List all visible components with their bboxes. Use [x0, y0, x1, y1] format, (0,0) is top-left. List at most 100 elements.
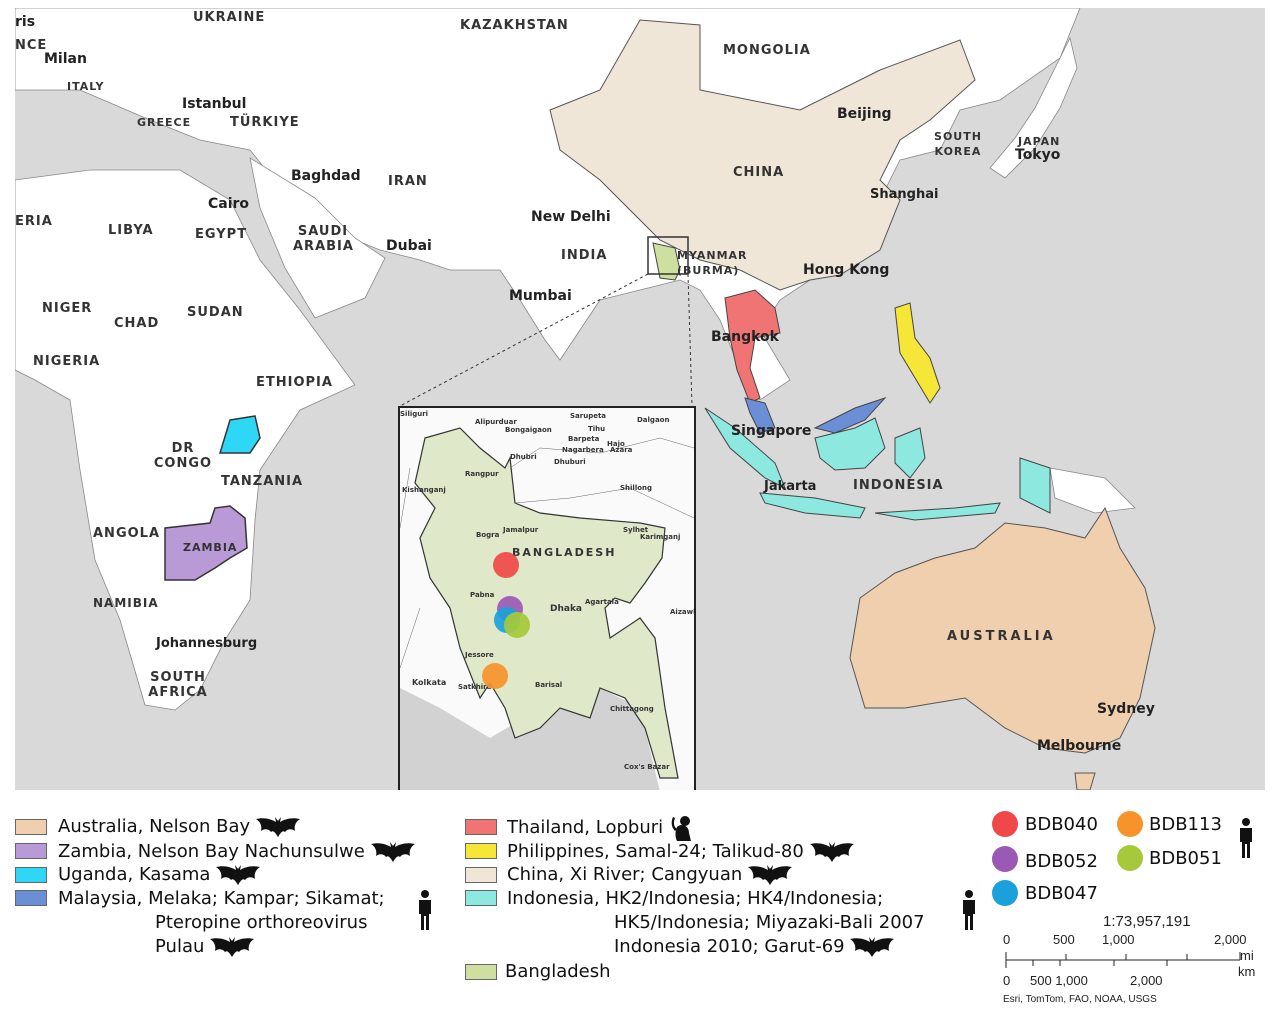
inset-place: Sarupeta: [570, 412, 607, 420]
land-japan: [989, 36, 1078, 179]
inset-place: Aizawl: [670, 608, 696, 616]
scale-tick-mi: 500: [1053, 932, 1075, 947]
region-bangladesh: [652, 242, 681, 281]
legend-label: Malaysia, Melaka; Kampar; Sikamat;: [58, 888, 385, 909]
label-country: ERIA: [15, 214, 53, 229]
inset-place: Dhubri: [510, 453, 537, 461]
land-africa: [15, 169, 356, 711]
sample-point-bdb051[interactable]: [504, 612, 530, 638]
legend-swatch-bangladesh: [465, 964, 497, 980]
label-city: Istanbul: [182, 96, 247, 112]
monkey-icon: [669, 815, 693, 841]
legend-item-cont: Pulau: [155, 935, 254, 959]
region-philippines: [894, 302, 941, 404]
inset-place: Nagarbera: [562, 446, 604, 454]
inset-place: Barisal: [535, 681, 563, 689]
inset-basemap: [400, 427, 694, 790]
legend-item: Uganda, Kasama: [58, 863, 260, 887]
legend-item: Australia, Nelson Bay: [58, 815, 300, 839]
legend-item: China, Xi River; Cangyuan: [507, 863, 792, 887]
legend-dot-bdb052: [992, 846, 1018, 872]
sample-point-bdb040[interactable]: [493, 552, 519, 578]
inset-place: Chittagong: [610, 705, 654, 713]
label-country: MYANMAR (BURMA): [677, 249, 748, 277]
legend-label: Indonesia 2010; Garut-69: [614, 936, 845, 957]
bat-icon: [850, 935, 894, 959]
label-city: Tokyo: [1015, 147, 1061, 163]
inset-place: Karimganj: [640, 533, 681, 541]
legend-item: Philippines, Samal-24; Talikud-80: [507, 840, 854, 864]
inset-place: Dhuburi: [554, 458, 586, 466]
label-country: ZAMBIA: [183, 541, 238, 554]
label-country: SUDAN: [187, 305, 244, 320]
legend-item-cont: HK5/Indonesia; Miyazaki-Bali 2007: [614, 912, 925, 933]
label-country: NCE: [15, 38, 48, 53]
land-arabia: [249, 157, 386, 319]
inset-place: Hajo: [607, 440, 625, 448]
basemap: [15, 8, 1156, 790]
legend-label: Pulau: [155, 936, 205, 957]
inset-place: Rangpur: [465, 470, 499, 478]
label-city: Baghdad: [291, 168, 361, 184]
inset-place: Cox's Bazar: [624, 763, 670, 771]
bat-icon: [216, 863, 260, 887]
bat-icon: [748, 863, 792, 887]
legend-swatch-thailand: [465, 819, 497, 835]
region-tasmania: [1074, 772, 1096, 790]
legend-swatch-zambia: [15, 843, 47, 859]
label-country: TANZANIA: [221, 474, 304, 489]
legend-item-cont: Indonesia 2010; Garut-69: [614, 935, 894, 959]
label-city: Johannesburg: [156, 636, 258, 651]
legend-swatch-philippines: [465, 843, 497, 859]
inset-place: Bogra: [476, 531, 500, 539]
legend-swatch-indonesia: [465, 890, 497, 906]
label-city: Bangkok: [711, 329, 779, 345]
scale-unit-km: km: [1238, 964, 1256, 979]
bat-icon: [371, 840, 415, 864]
sample-point-bdb113[interactable]: [482, 663, 508, 689]
inset-place: Jessore: [465, 651, 494, 659]
legend-label: Philippines, Samal-24; Talikud-80: [507, 841, 804, 862]
legend-item: Bangladesh: [505, 961, 611, 982]
label-country: UKRAINE: [193, 10, 266, 25]
label-country: DR CONGO: [153, 441, 213, 471]
label-city: Singapore: [731, 423, 812, 439]
map[interactable]: UKRAINE KAZAKHSTAN MONGOLIA ITALY GREECE…: [15, 8, 1265, 790]
scale-bar: 1:73,957,191 0 500 1,000 2,000 mi km 0 5…: [1000, 910, 1260, 1010]
label-country: IRAN: [388, 174, 428, 189]
scale-tick-km: 500 1,000: [1030, 973, 1088, 988]
label-country: MONGOLIA: [723, 43, 811, 58]
label-country: NIGERIA: [33, 354, 101, 369]
inset-place: Jamalpur: [503, 526, 539, 534]
legend-dot-bdb040: [992, 811, 1018, 837]
scale-tick-km: 0: [1003, 973, 1011, 988]
label-country: CHINA: [733, 165, 785, 180]
inset-place: Dalgaon: [637, 416, 670, 424]
label-country: GREECE: [137, 116, 192, 129]
legend-item: Malaysia, Melaka; Kampar; Sikamat;: [58, 887, 385, 911]
legend-point-label: BDB052: [1025, 851, 1098, 872]
inset-place: Sylhet: [623, 526, 649, 534]
inset-country-label: BANGLADESH: [512, 546, 617, 559]
legend-swatch-malaysia: [15, 890, 47, 906]
label-city: Beijing: [837, 106, 892, 122]
region-indonesia: [704, 407, 1051, 521]
legend-label: Uganda, Kasama: [58, 864, 211, 885]
scale-unit-mi: mi: [1240, 948, 1254, 963]
label-country: TÜRKIYE: [230, 115, 300, 130]
inset-place: Azara: [610, 446, 633, 454]
region-china: [549, 19, 976, 291]
region-uganda: [218, 415, 261, 454]
bat-icon: [256, 815, 300, 839]
label-country: LIBYA: [108, 223, 154, 238]
legend-point-label: BDB051: [1149, 848, 1222, 869]
land-png: [1049, 467, 1136, 514]
legend-point-label: BDB047: [1025, 883, 1098, 904]
inset-connector: [687, 273, 693, 407]
legend-label: Australia, Nelson Bay: [58, 816, 251, 837]
inset-place: Satkhira: [458, 683, 492, 691]
label-country: CHAD: [114, 316, 160, 331]
bangladesh-inset-map[interactable]: BANGLADESH Dhaka Kolkata Chittagong Rang…: [398, 406, 696, 790]
label-city: Hong Kong: [803, 262, 890, 278]
inset-place: Agartala: [585, 598, 619, 606]
